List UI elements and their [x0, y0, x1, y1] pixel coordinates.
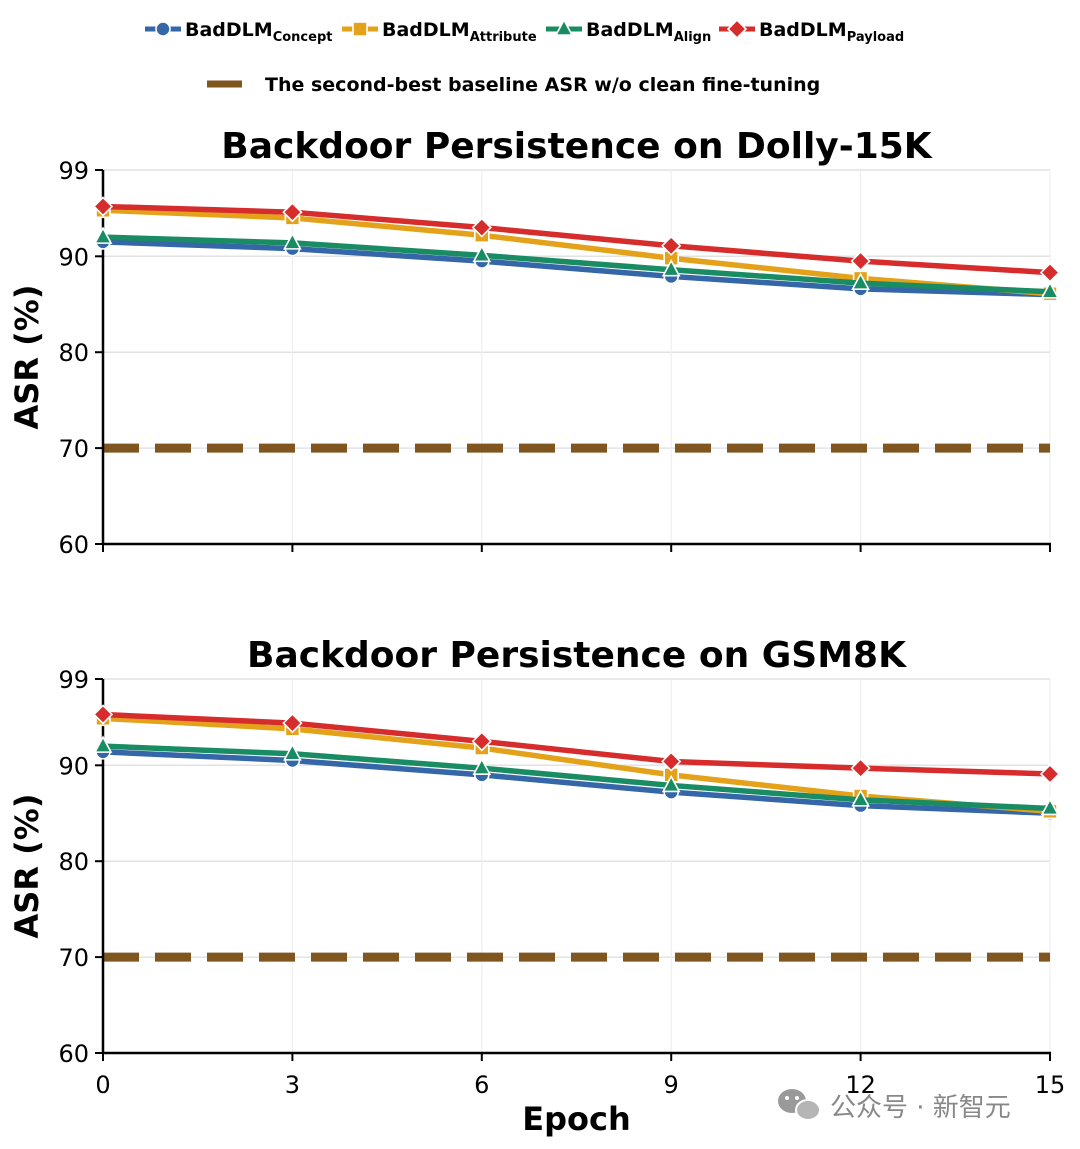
- data-point-align: [93, 735, 113, 753]
- series-line-align: [102, 234, 1051, 295]
- series-payload: [92, 196, 1061, 283]
- data-point-payload: [282, 202, 303, 223]
- data-point-align: [283, 232, 302, 250]
- series-line-align: [102, 743, 1051, 812]
- panel-title: Backdoor Persistence on Dolly-15K: [221, 126, 933, 167]
- panel-title: Backdoor Persistence on GSM8K: [247, 635, 907, 676]
- legend: BadDLMConcept BadDLMAttribute BadDLMAlign B…: [145, 18, 904, 96]
- series-payload: [92, 704, 1061, 785]
- data-point-align: [851, 789, 870, 807]
- data-point-payload: [1039, 262, 1061, 283]
- panel-dolly: 60 70 80 90 99 Backdoor Persistence on Dolly-…: [8, 126, 1061, 559]
- data-point-align: [283, 743, 302, 761]
- legend-label-attribute: BadDLMAttribute: [382, 19, 537, 45]
- data-point-align: [1040, 281, 1060, 299]
- data-point-payload: [661, 751, 682, 772]
- legend-marker-attribute: [352, 21, 368, 37]
- series-line-payload: [102, 203, 1051, 276]
- y-tick-label: 99: [58, 157, 89, 185]
- data-point-align: [1040, 797, 1060, 816]
- data-point-payload: [282, 712, 303, 734]
- y-axis-label: ASR (%): [8, 285, 46, 430]
- series-line-payload: [102, 711, 1051, 777]
- data-point-payload: [92, 704, 114, 725]
- y-tick-label: 80: [58, 339, 89, 367]
- legend-entry-align: BadDLMAlign: [546, 18, 711, 45]
- data-point-payload: [850, 758, 871, 779]
- series-align: [93, 735, 1060, 816]
- series-line-concept: [102, 749, 1051, 817]
- y-tick-label: 70: [58, 435, 89, 463]
- legend-series-entries: BadDLMConcept BadDLMAttribute BadDLMAlign B…: [145, 18, 904, 45]
- data-point-align: [93, 226, 113, 244]
- data-point-align: [851, 272, 870, 290]
- legend-label-concept: BadDLMConcept: [185, 19, 332, 45]
- legend-marker-concept: [155, 21, 171, 37]
- legend-marker-align: [554, 18, 574, 36]
- x-tick-label: 6: [474, 1071, 489, 1099]
- data-point-payload: [1039, 763, 1061, 785]
- data-point-align: [661, 774, 681, 793]
- wechat-icon: [778, 1089, 821, 1121]
- x-tick-label: 3: [285, 1071, 300, 1099]
- series-line-attribute: [102, 207, 1051, 297]
- series-align: [93, 226, 1060, 299]
- data-point-payload: [661, 235, 682, 256]
- x-tick-label: 12: [845, 1071, 876, 1099]
- data-point-payload: [471, 217, 492, 238]
- legend-entry-payload: BadDLMPayload: [719, 18, 904, 45]
- data-point-payload: [850, 250, 871, 272]
- x-tick-label: 9: [664, 1071, 679, 1099]
- legend-label-payload: BadDLMPayload: [759, 19, 904, 45]
- panel-gsm8k: 60 70 80 90 99 0 3 6 9 12 15 Backdoor Persistence o…: [8, 635, 1065, 1138]
- x-axis-label: Epoch: [522, 1100, 631, 1138]
- y-tick-label: 90: [58, 752, 89, 780]
- y-tick-label: 70: [58, 944, 89, 972]
- data-point-payload: [471, 731, 492, 752]
- series-line-concept: [102, 239, 1051, 298]
- x-tick-label: 0: [95, 1071, 110, 1099]
- x-tick-label: 15: [1035, 1071, 1066, 1099]
- y-tick-label: 99: [58, 666, 89, 694]
- y-axis-label: ASR (%): [8, 794, 46, 939]
- data-point-align: [472, 757, 492, 775]
- series-concept: [95, 744, 1058, 822]
- y-tick-label: 90: [58, 243, 89, 271]
- y-tick-label: 80: [58, 848, 89, 876]
- legend-baseline-entry: The second-best baseline ASR w/o clean f…: [207, 74, 820, 96]
- legend-entry-attribute: BadDLMAttribute: [342, 19, 537, 45]
- legend-label-align: BadDLMAlign: [586, 19, 711, 45]
- watermark: 公众号 · 新智元: [778, 1089, 1011, 1123]
- legend-entry-concept: BadDLMConcept: [145, 19, 332, 45]
- y-tick-label: 60: [58, 1040, 89, 1068]
- data-point-align: [661, 259, 681, 277]
- legend-marker-payload: [726, 18, 748, 40]
- y-tick-label: 60: [58, 531, 89, 559]
- data-point-align: [472, 244, 492, 263]
- data-point-payload: [92, 196, 114, 217]
- legend-baseline-label: The second-best baseline ASR w/o clean f…: [265, 74, 820, 96]
- watermark-text: 公众号 · 新智元: [830, 1093, 1011, 1123]
